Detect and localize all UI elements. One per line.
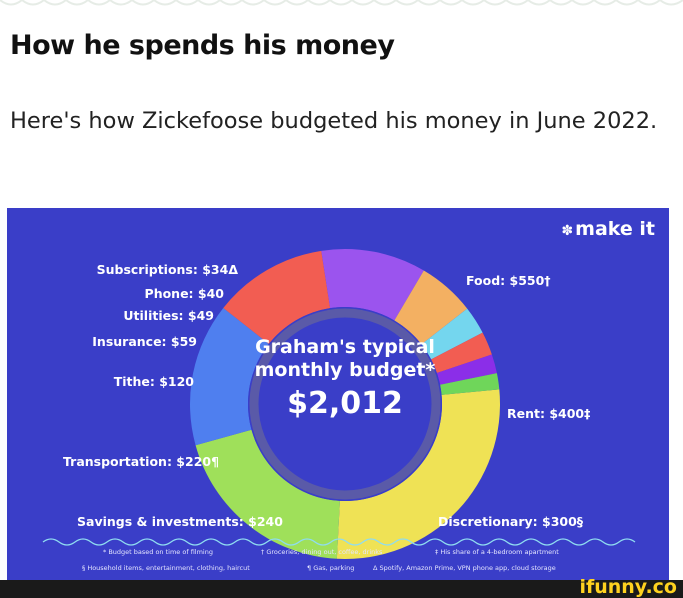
label-rent: Rent: $400‡ xyxy=(507,406,591,421)
donut-hole xyxy=(248,307,442,501)
wavy-divider xyxy=(42,538,636,546)
footnote-discretionary: § Household items, entertainment, clothi… xyxy=(82,564,250,572)
article-subhead: Here's how Zickefoose budgeted his money… xyxy=(10,108,658,134)
footnote-subscriptions: Δ Spotify, Amazon Prime, VPN phone app, … xyxy=(373,564,556,572)
budget-infographic: ✽ make it Subscriptions: $34Δ Phone: $40 … xyxy=(7,208,669,580)
bottom-bar xyxy=(0,580,683,598)
donut-slice-insurance xyxy=(421,308,483,360)
budget-donut-chart xyxy=(190,249,500,559)
center-total: $2,012 xyxy=(287,386,403,421)
donut-inner-ring xyxy=(249,308,441,500)
donut-center: Graham's typical monthly budget* $2,012 xyxy=(250,336,440,424)
label-transportation: Transportation: $220¶ xyxy=(63,454,220,469)
label-subscriptions: Subscriptions: $34Δ xyxy=(96,262,238,277)
make-it-logo: ✽ make it xyxy=(561,218,655,240)
brand-name: make it xyxy=(575,218,655,240)
scalloped-top-border xyxy=(0,0,683,6)
donut-slice-rent xyxy=(195,429,340,559)
footnote-food: † Groceries, dining out, coffee, drinks xyxy=(261,548,383,556)
label-discretionary: Discretionary: $300§ xyxy=(438,514,584,529)
donut-slice-subscriptions xyxy=(440,373,500,395)
label-utilities: Utilities: $49 xyxy=(123,308,214,323)
donut-slice-utilities xyxy=(431,332,492,373)
donut-slice-savings-investments xyxy=(223,250,331,344)
donut-slice-food xyxy=(336,389,500,559)
label-phone: Phone: $40 xyxy=(144,286,224,301)
label-food: Food: $550† xyxy=(466,273,551,288)
donut-slice-transportation xyxy=(321,249,424,321)
footnote-rent: ‡ His share of a 4-bedroom apartment xyxy=(435,548,559,556)
label-savings: Savings & investments: $240 xyxy=(77,514,283,529)
footnote-budget: * Budget based on time of filming xyxy=(103,548,213,556)
article-headline: How he spends his money xyxy=(10,30,395,61)
donut-slice-phone xyxy=(436,354,497,385)
footnote-transportation: ¶ Gas, parking xyxy=(307,564,355,572)
ifunny-watermark: ifunny.co xyxy=(579,576,677,598)
label-insurance: Insurance: $59 xyxy=(92,334,197,349)
donut-slice-tithe xyxy=(394,270,468,345)
donut-slice-discretionary xyxy=(190,308,269,446)
label-tithe: Tithe: $120 xyxy=(113,374,194,389)
cnbc-peacock-icon: ✽ xyxy=(561,223,574,239)
center-title: Graham's typical monthly budget* xyxy=(254,336,436,381)
